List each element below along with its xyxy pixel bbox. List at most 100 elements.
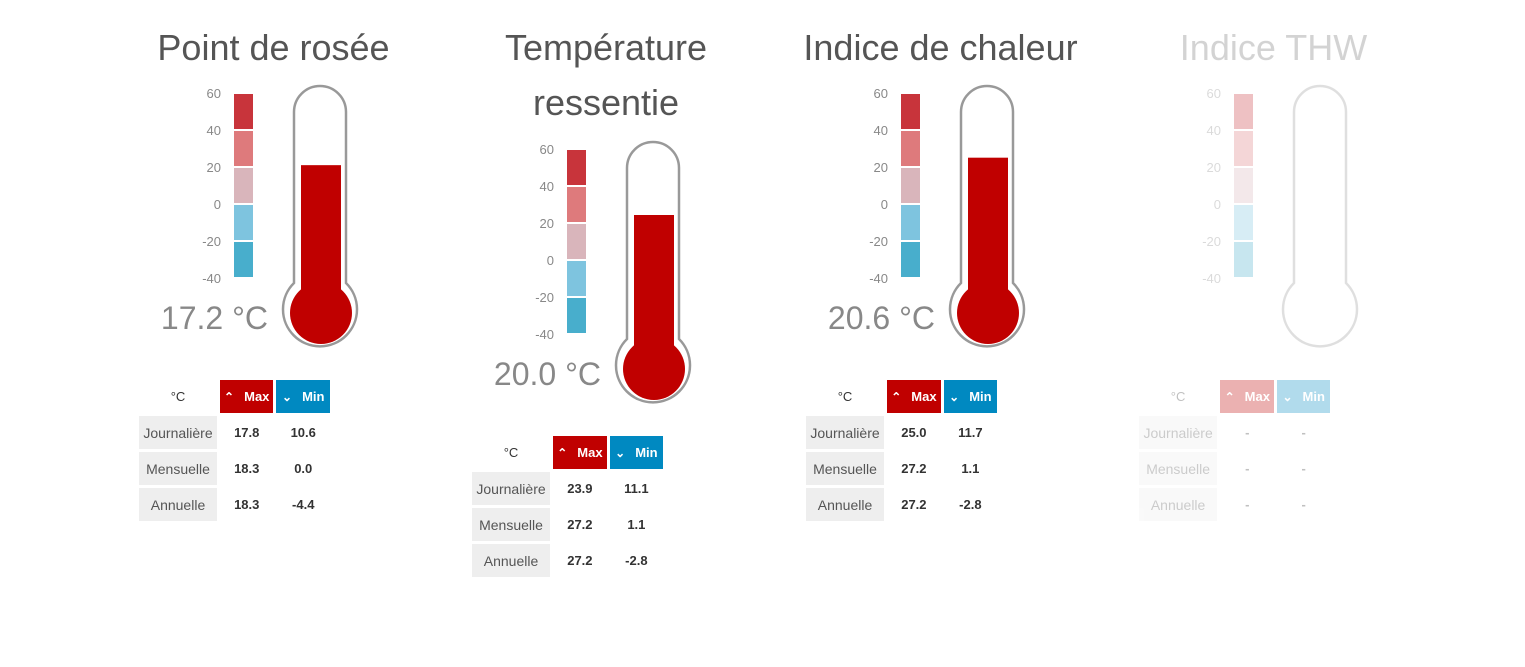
- scale-segment: [901, 94, 920, 129]
- stats-table: °C ⌃ Max ⌄ Min Journalière 23.9 11.1 Mensuelle…: [469, 433, 666, 580]
- thermometer-graphic: 60 40 20 0 -20 -40: [202, 84, 359, 348]
- scale-segment: [567, 261, 586, 296]
- scale-segment: [1234, 205, 1253, 240]
- max-value: 17.8: [234, 425, 260, 440]
- unit-label: °C: [1170, 389, 1186, 404]
- max-value: 27.2: [901, 497, 927, 512]
- table-row: Journalière 17.8 10.6: [139, 416, 330, 449]
- scale-segment: [234, 94, 253, 129]
- chevron-down-icon: ⌄: [1282, 390, 1293, 404]
- thermometer-bulb-fill: [957, 282, 1019, 344]
- unit-label: °C: [837, 389, 853, 404]
- min-value: -4.4: [292, 497, 315, 512]
- max-value: 27.2: [567, 517, 593, 532]
- table-row: Mensuelle 27.2 1.1: [472, 508, 663, 541]
- max-header: ⌃ Max: [553, 436, 607, 469]
- max-header: ⌃ Max: [887, 380, 941, 413]
- max-value: -: [1245, 425, 1250, 440]
- scale-tick: 20: [207, 160, 221, 175]
- row-label: Annuelle: [1139, 488, 1218, 521]
- thermometer-bulb-fill: [623, 338, 685, 400]
- scale-tick: -20: [202, 234, 221, 249]
- min-label: Min: [302, 389, 325, 404]
- stats-table: °C ⌃ Max ⌄ Min Journalière 25.0 11.7 Mensuelle…: [803, 377, 1000, 524]
- scale-segment: [901, 242, 920, 277]
- min-label: Min: [635, 445, 658, 460]
- chevron-down-icon: ⌄: [282, 390, 293, 404]
- max-label: Max: [911, 389, 937, 404]
- chevron-up-icon: ⌃: [891, 390, 902, 404]
- min-value: -2.8: [959, 497, 982, 512]
- scale-tick: 60: [540, 142, 554, 157]
- min-header: ⌄ Min: [609, 436, 663, 469]
- row-label: Journalière: [806, 416, 885, 449]
- unit-label: °C: [170, 389, 186, 404]
- scale-tick: -20: [869, 234, 888, 249]
- min-label: Min: [1302, 389, 1325, 404]
- thermometer-panel: 60 40 20 0 -20 -40 20.6 °C °C ⌃ Max ⌄ Min Journal…: [667, 0, 1026, 611]
- scale-tick: 40: [207, 123, 221, 138]
- min-value: -: [1301, 425, 1306, 440]
- scale-tick: 40: [540, 179, 554, 194]
- max-value: 25.0: [901, 425, 927, 440]
- scale-tick: -40: [1202, 271, 1221, 286]
- max-value: 27.2: [567, 553, 593, 568]
- scale-segment: [567, 298, 586, 333]
- scale-tick: 40: [1207, 123, 1221, 138]
- scale-segment: [567, 150, 586, 185]
- table-row: Annuelle 27.2 -2.8: [472, 544, 663, 577]
- max-value: 27.2: [901, 461, 927, 476]
- stats-table: °C ⌃ Max ⌄ Min Journalière 17.8 10.6 Mensuelle…: [136, 377, 333, 524]
- scale-tick: -40: [202, 271, 221, 286]
- scale-tick: 40: [874, 123, 888, 138]
- row-label: Annuelle: [139, 488, 217, 521]
- max-value: -: [1245, 497, 1250, 512]
- table-row: Mensuelle 27.2 1.1: [806, 452, 997, 485]
- max-header: ⌃ Max: [219, 380, 274, 413]
- scale-segment: [234, 205, 253, 240]
- max-label: Max: [1244, 389, 1270, 404]
- row-label: Annuelle: [806, 488, 885, 521]
- scale-tick: 20: [1207, 160, 1221, 175]
- scale-segment: [901, 168, 920, 203]
- min-value: 1.1: [961, 461, 980, 476]
- thermometer-panel: 60 40 20 0 -20 -40 20.0 °C °C ⌃ Max ⌄ Min Journal…: [333, 56, 692, 667]
- row-label: Mensuelle: [472, 508, 551, 541]
- row-label: Journalière: [1139, 416, 1218, 449]
- chevron-up-icon: ⌃: [224, 390, 235, 404]
- row-label: Annuelle: [472, 544, 551, 577]
- thermometer-fill: [301, 165, 341, 300]
- thermometer-fill: [634, 215, 674, 356]
- chevron-up-icon: ⌃: [1224, 390, 1235, 404]
- row-label: Mensuelle: [806, 452, 885, 485]
- min-value: 11.7: [958, 425, 983, 440]
- min-value: 0.0: [294, 461, 313, 476]
- scale-segment: [1234, 242, 1253, 277]
- chevron-up-icon: ⌃: [557, 446, 568, 460]
- row-label: Mensuelle: [139, 452, 217, 485]
- scale-segment: [234, 168, 253, 203]
- thermometer-bulb-fill: [290, 282, 352, 344]
- min-value: 11.1: [624, 481, 649, 496]
- row-label: Mensuelle: [1139, 452, 1218, 485]
- max-label: Max: [577, 445, 603, 460]
- min-header: ⌄ Min: [276, 380, 330, 413]
- thermometer-fill: [968, 157, 1008, 300]
- current-value: 17.2 °C: [160, 300, 268, 336]
- scale-tick: -20: [535, 290, 554, 305]
- table-row: Journalière - -: [1139, 416, 1330, 449]
- max-header: ⌃ Max: [1220, 380, 1275, 413]
- min-value: -: [1301, 497, 1306, 512]
- thermometer-outline: [1281, 84, 1359, 348]
- panel-title: Indice de chaleur: [803, 27, 1078, 68]
- row-label: Journalière: [139, 416, 217, 449]
- scale-tick: 60: [874, 86, 888, 101]
- row-label: Journalière: [472, 472, 551, 505]
- max-value: 18.3: [234, 497, 260, 512]
- thermometer-graphic: 60 40 20 0 -20 -40: [1202, 84, 1359, 348]
- scale-segment: [1234, 94, 1253, 129]
- table-row: Mensuelle 18.3 0.0: [139, 452, 330, 485]
- scale-tick: -20: [1202, 234, 1221, 249]
- max-value: 23.9: [567, 481, 593, 496]
- scale-tick: 0: [1214, 197, 1221, 212]
